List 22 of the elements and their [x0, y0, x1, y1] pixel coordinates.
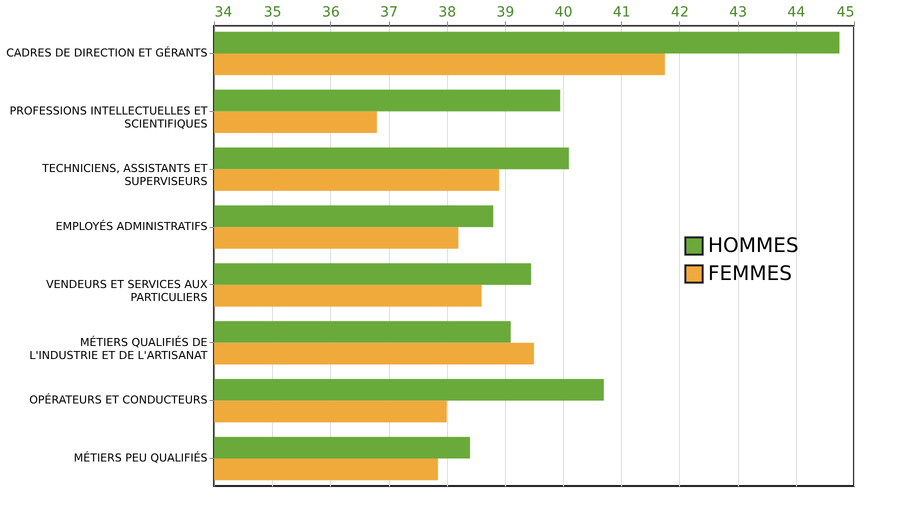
- y-tick-label: TECHNICIENS, ASSISTANTS ET SUPERVISEURS: [41, 162, 208, 188]
- legend-label: FEMMES: [708, 261, 792, 285]
- x-tick-label: 39: [496, 4, 514, 20]
- x-tick-label: 41: [612, 4, 631, 20]
- y-tick-label: MÉTIERS QUALIFIÉS DE L'INDUSTRIE ET DE L'ARTISANAT: [29, 334, 208, 362]
- y-tick-label: OPÉRATEURS ET CONDUCTEURS: [29, 392, 208, 407]
- y-tick-label: EMPLOYÉS ADMINISTRATIFS: [56, 219, 208, 234]
- x-tick-label: 35: [264, 4, 282, 20]
- x-tick-label: 38: [438, 4, 456, 20]
- y-tick-label: MÉTIERS PEU QUALIFIÉS: [74, 450, 208, 465]
- x-tick-label: 45: [836, 4, 854, 20]
- y-tick-label: PROFESSIONS INTELLECTUELLES ET SCIENTIFIQUES: [10, 104, 208, 130]
- x-tick-label: 44: [787, 4, 806, 20]
- x-tick-label: 43: [729, 4, 748, 20]
- y-tick-label: CADRES DE DIRECTION ET GÉRANTS: [6, 45, 208, 60]
- x-tick-label: 42: [671, 4, 689, 20]
- legend-label: HOMMES: [708, 233, 799, 257]
- x-tick-label: 40: [554, 4, 573, 20]
- x-tick-label: 36: [322, 4, 340, 20]
- x-tick-label: 37: [380, 4, 398, 20]
- x-tick-label: 34: [214, 4, 232, 20]
- y-tick-label: VENDEURS ET SERVICES AUX PARTICULIERS: [46, 278, 208, 304]
